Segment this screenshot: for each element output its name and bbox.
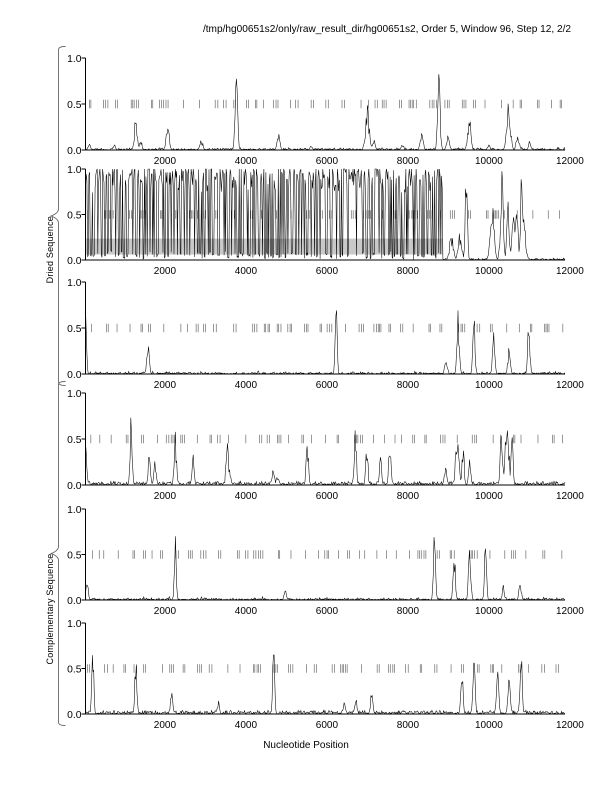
svg-text:2000: 2000	[154, 156, 177, 167]
svg-text:0.0: 0.0	[67, 596, 82, 607]
svg-text:10000: 10000	[475, 720, 503, 731]
svg-text:1.0: 1.0	[67, 505, 82, 516]
svg-text:0.0: 0.0	[67, 710, 82, 721]
svg-text:0.5: 0.5	[67, 100, 82, 111]
svg-text:0.5: 0.5	[67, 665, 82, 676]
svg-text:4000: 4000	[235, 156, 258, 167]
svg-text:10000: 10000	[475, 491, 503, 502]
svg-text:10000: 10000	[475, 266, 503, 277]
svg-text:1.0: 1.0	[67, 278, 82, 289]
svg-text:12000: 12000	[556, 720, 584, 731]
svg-text:6000: 6000	[316, 491, 339, 502]
svg-text:2000: 2000	[154, 720, 177, 731]
svg-text:12000: 12000	[556, 380, 584, 391]
svg-text:4000: 4000	[235, 606, 258, 617]
svg-text:0.5: 0.5	[67, 211, 82, 222]
svg-text:12000: 12000	[556, 606, 584, 617]
svg-text:10000: 10000	[475, 156, 503, 167]
svg-text:1.0: 1.0	[67, 389, 82, 400]
svg-text:0.0: 0.0	[67, 256, 82, 267]
svg-text:6000: 6000	[316, 156, 339, 167]
svg-text:12000: 12000	[556, 266, 584, 277]
svg-text:4000: 4000	[235, 380, 258, 391]
svg-text:1.0: 1.0	[67, 54, 82, 65]
svg-text:0.5: 0.5	[67, 551, 82, 562]
svg-text:0.5: 0.5	[67, 324, 82, 335]
svg-text:4000: 4000	[235, 720, 258, 731]
svg-text:4000: 4000	[235, 266, 258, 277]
svg-text:0.0: 0.0	[67, 146, 82, 157]
svg-text:1.0: 1.0	[67, 619, 82, 630]
svg-text:10000: 10000	[475, 606, 503, 617]
svg-text:8000: 8000	[397, 156, 420, 167]
svg-text:6000: 6000	[316, 380, 339, 391]
svg-text:12000: 12000	[556, 156, 584, 167]
svg-text:8000: 8000	[397, 266, 420, 277]
svg-text:6000: 6000	[316, 720, 339, 731]
svg-text:6000: 6000	[316, 606, 339, 617]
svg-text:1.0: 1.0	[67, 165, 82, 176]
svg-text:8000: 8000	[397, 491, 420, 502]
svg-text:10000: 10000	[475, 380, 503, 391]
svg-text:0.0: 0.0	[67, 370, 82, 381]
svg-text:6000: 6000	[316, 266, 339, 277]
svg-text:12000: 12000	[556, 491, 584, 502]
svg-text:8000: 8000	[397, 720, 420, 731]
svg-text:8000: 8000	[397, 380, 420, 391]
svg-text:8000: 8000	[397, 606, 420, 617]
svg-text:2000: 2000	[154, 380, 177, 391]
svg-text:0.5: 0.5	[67, 435, 82, 446]
svg-text:4000: 4000	[235, 491, 258, 502]
svg-text:0.0: 0.0	[67, 481, 82, 492]
svg-text:2000: 2000	[154, 491, 177, 502]
svg-text:2000: 2000	[154, 606, 177, 617]
svg-text:2000: 2000	[154, 266, 177, 277]
